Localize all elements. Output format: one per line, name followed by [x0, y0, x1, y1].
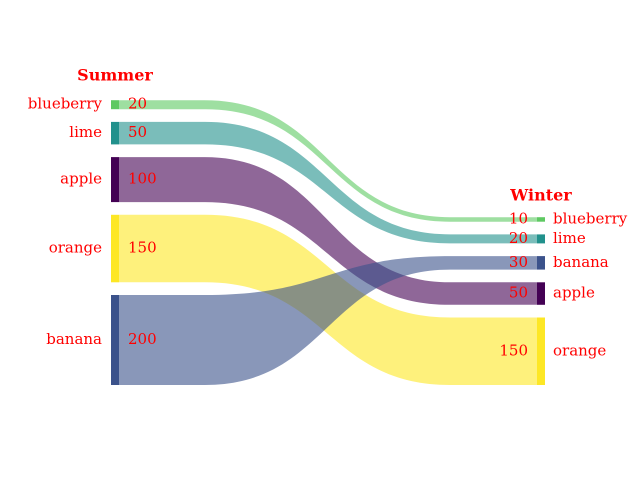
node-label: banana — [46, 330, 102, 348]
node-label: blueberry — [553, 209, 628, 227]
value-label: 100 — [128, 170, 157, 188]
value-label: 150 — [499, 341, 528, 359]
node-label: apple — [553, 284, 595, 302]
node-bar — [537, 217, 545, 222]
node-bar — [111, 121, 119, 145]
node-bar — [111, 100, 119, 110]
value-label: 10 — [509, 209, 528, 227]
node-bar — [537, 317, 545, 385]
column-title: Summer — [77, 66, 153, 85]
node-bar — [111, 214, 119, 283]
flow — [119, 100, 537, 222]
nodes: blueberry 20 lime 50 apple 100 orange 150 banana… — [28, 66, 628, 385]
flow — [119, 121, 537, 244]
node-bar — [537, 234, 545, 244]
node-label: lime — [69, 123, 102, 141]
value-label: 20 — [509, 229, 528, 247]
node-label: orange — [49, 239, 102, 257]
node-label: orange — [553, 341, 606, 359]
node-label: apple — [60, 170, 102, 188]
value-label: 150 — [128, 239, 157, 257]
node-bar — [537, 282, 545, 305]
node-label: lime — [553, 229, 586, 247]
node-label: blueberry — [28, 95, 103, 113]
value-label: 20 — [128, 95, 147, 113]
value-label: 50 — [509, 284, 528, 302]
flows — [119, 100, 537, 385]
value-label: 200 — [128, 330, 157, 348]
value-label: 50 — [128, 123, 147, 141]
node-bar — [111, 295, 119, 385]
value-label: 30 — [509, 253, 528, 271]
node-label: banana — [553, 253, 609, 271]
node-bar — [537, 256, 545, 270]
column-title: Winter — [509, 186, 572, 205]
flow — [119, 157, 537, 305]
node-bar — [111, 157, 119, 203]
flow — [119, 256, 537, 385]
